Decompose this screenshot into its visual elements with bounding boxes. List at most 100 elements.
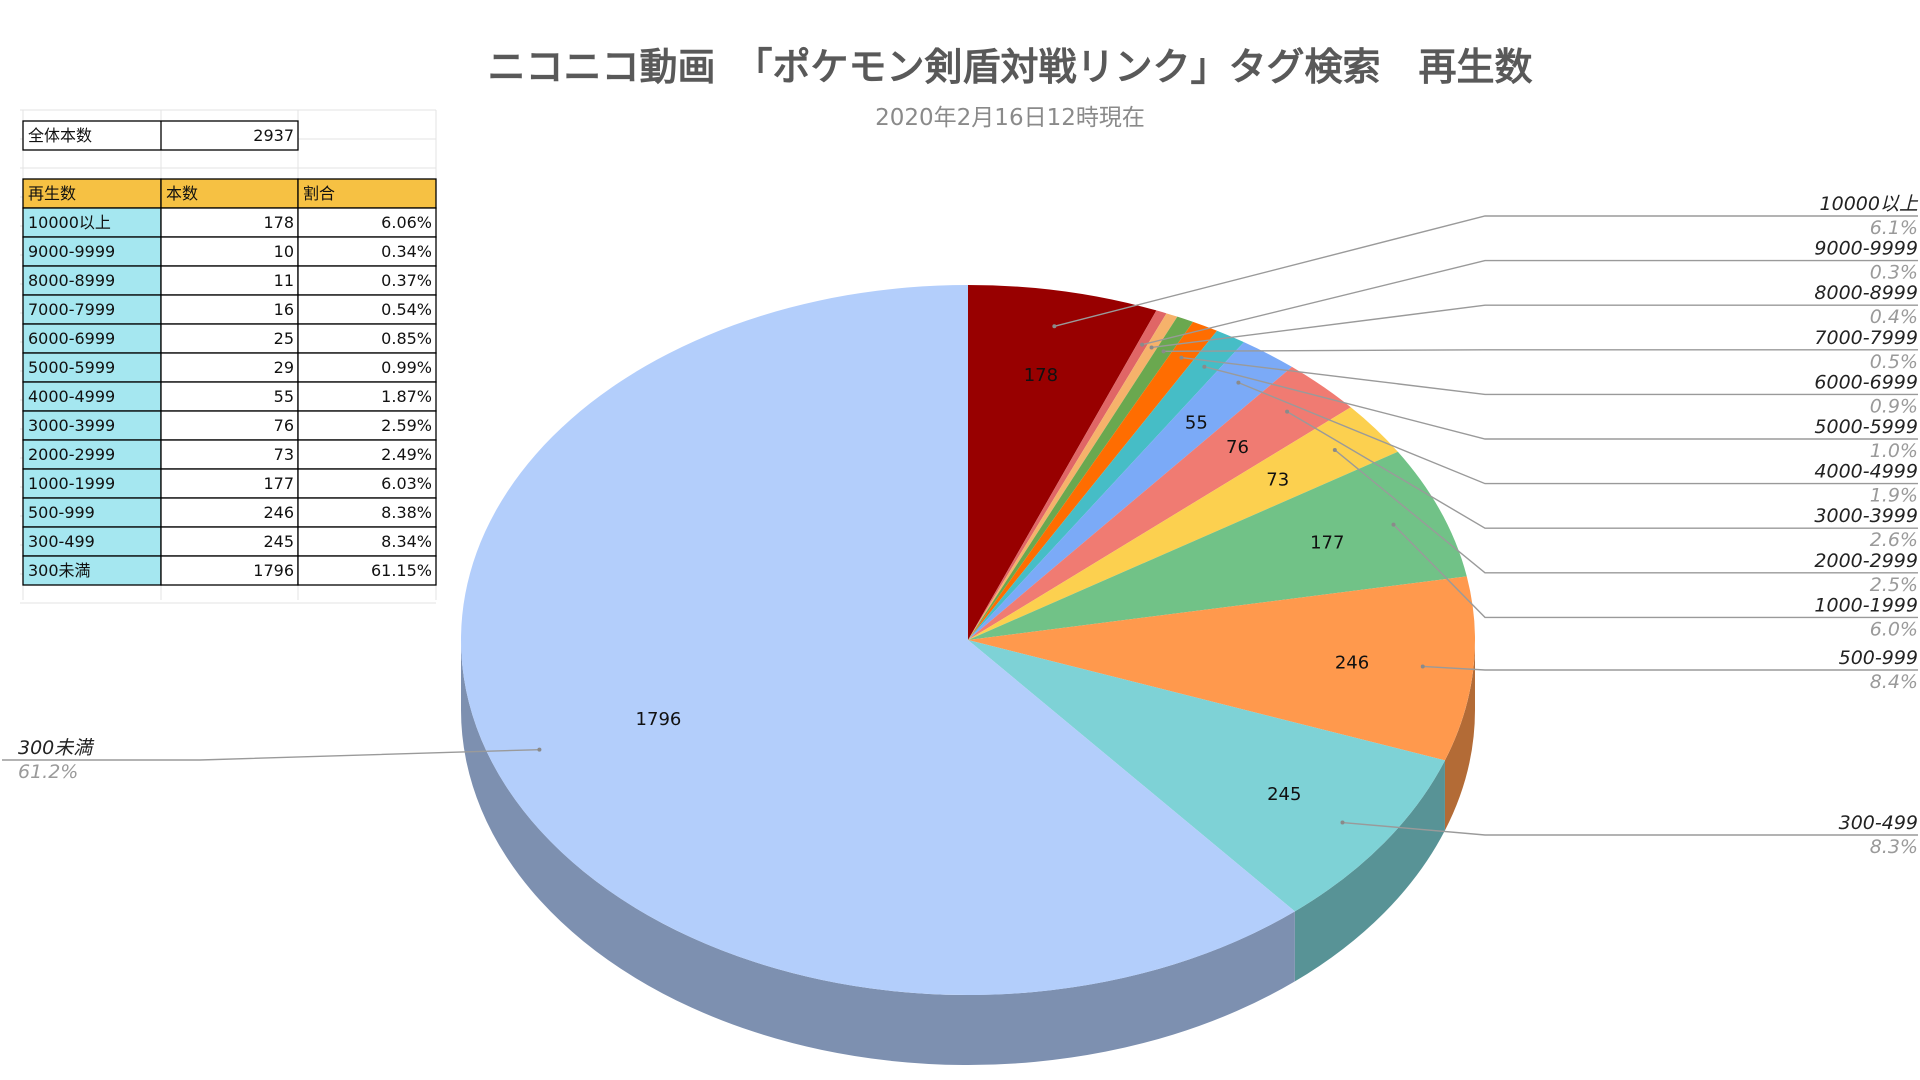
legend-label: 8000-8999 [1814, 282, 1918, 304]
row-label: 1000-1999 [28, 474, 115, 493]
chart-title: ニコニコ動画 「ポケモン剣盾対戦リンク」タグ検索 再生数 [487, 45, 1532, 89]
row-percent: 61.15% [371, 561, 432, 580]
pie-slice-300未満 [461, 285, 1295, 995]
row-percent: 2.59% [381, 416, 432, 435]
row-percent: 0.37% [381, 271, 432, 290]
header-cell [22, 178, 162, 209]
table-cell [160, 439, 299, 470]
legend-label: 2000-2999 [1814, 550, 1918, 572]
row-count: 1796 [253, 561, 294, 580]
legend-label: 300未満 [18, 737, 95, 759]
row-count: 178 [263, 213, 294, 232]
table-cell [22, 410, 162, 441]
legend-percent: 6.1% [1870, 217, 1918, 239]
legend-label: 6000-6999 [1814, 371, 1918, 393]
slice-value-label: 1796 [636, 709, 682, 730]
header-text: 再生数 [28, 184, 76, 203]
total-value: 2937 [253, 126, 294, 145]
legend-percent: 61.2% [18, 761, 78, 783]
leader-dot [1391, 522, 1396, 527]
table-cell [160, 294, 299, 325]
row-label: 10000以上 [28, 213, 111, 232]
table-cell [160, 410, 299, 441]
header-text: 本数 [166, 184, 198, 203]
row-label: 8000-8999 [28, 271, 115, 290]
row-percent: 6.06% [381, 213, 432, 232]
row-count: 25 [274, 329, 294, 348]
row-count: 10 [274, 242, 294, 261]
pie-slice-7000-7999 [968, 316, 1194, 640]
slice-value-label: 178 [1024, 365, 1058, 386]
data-table: 全体本数 2937 再生数 本数 割合 10000以上 178 6.06% 9000-9999 1… [20, 109, 437, 604]
table-cell [160, 497, 299, 528]
legend-label: 500-999 [1839, 647, 1918, 669]
row-label: 5000-5999 [28, 358, 115, 377]
legend-percent: 0.4% [1870, 306, 1918, 328]
total-label: 全体本数 [28, 126, 92, 145]
leader-line [1204, 366, 1918, 440]
pie-slice-300-499 [968, 640, 1445, 912]
row-count: 73 [274, 445, 294, 464]
legend-percent: 1.0% [1870, 440, 1918, 462]
leader-line [1238, 382, 1918, 485]
header-text: 割合 [303, 184, 335, 203]
table-cell [297, 236, 437, 267]
row-percent: 2.49% [381, 445, 432, 464]
row-count: 29 [274, 358, 294, 377]
table-cell [297, 439, 437, 470]
legend-label: 7000-7999 [1814, 327, 1918, 349]
row-label: 500-999 [28, 503, 95, 522]
leader-dot [1332, 447, 1337, 452]
legend-percent: 0.5% [1870, 351, 1918, 373]
legend: 10000以上6.1%9000-99990.3%8000-89990.4%700… [18, 193, 1919, 858]
pie-slice-4000-4999 [968, 342, 1292, 640]
pie-slice-6000-6999 [968, 321, 1218, 640]
pie-slice-9000-9999 [968, 310, 1167, 640]
row-percent: 0.34% [381, 242, 432, 261]
leader-dot [1420, 664, 1425, 669]
leader-dot [1285, 409, 1290, 414]
row-percent: 0.99% [381, 358, 432, 377]
pie-slice-500-999 [968, 576, 1475, 761]
leader-line [2, 748, 540, 761]
table-cell [297, 207, 437, 238]
row-percent: 0.54% [381, 300, 432, 319]
leader-dot [1161, 349, 1166, 354]
pie-side-500-999 [1444, 640, 1475, 831]
pie-slice-2000-2999 [968, 407, 1398, 640]
legend-percent: 0.3% [1870, 262, 1918, 284]
row-label: 7000-7999 [28, 300, 115, 319]
leader-dot [1149, 345, 1154, 350]
row-label: 300-499 [28, 532, 95, 551]
legend-percent: 0.9% [1870, 395, 1918, 417]
leader-line [1054, 215, 1918, 327]
pie-chart: 178 55 76 73 177 246 245 1796 [461, 285, 1475, 1065]
table-cell [297, 381, 437, 412]
table-cell [160, 555, 299, 586]
leader-dot [1052, 324, 1057, 329]
pie-side-300未満 [461, 640, 1295, 1065]
legend-percent: 1.9% [1870, 485, 1918, 507]
legend-label: 1000-1999 [1814, 594, 1918, 616]
row-label: 6000-6999 [28, 329, 115, 348]
leader-dot [1140, 342, 1145, 347]
row-count: 245 [263, 532, 294, 551]
leader-dot [1340, 820, 1345, 825]
row-label: 2000-2999 [28, 445, 115, 464]
table-cell [160, 323, 299, 354]
row-count: 246 [263, 503, 294, 522]
pie-slice-3000-3999 [968, 366, 1351, 640]
table-cell [160, 207, 299, 238]
legend-percent: 8.3% [1870, 836, 1918, 858]
table-cell [160, 352, 299, 383]
leader-dot [1179, 355, 1184, 360]
legend-label: 9000-9999 [1814, 238, 1918, 260]
chart-subtitle: 2020年2月16日12時現在 [875, 105, 1145, 131]
pie-slice-10000以上 [968, 285, 1157, 640]
row-count: 177 [263, 474, 294, 493]
row-count: 76 [274, 416, 294, 435]
table-cell [22, 555, 162, 586]
table-cell [22, 497, 162, 528]
pie-slice-5000-5999 [968, 330, 1244, 640]
slice-value-label: 73 [1266, 470, 1289, 491]
